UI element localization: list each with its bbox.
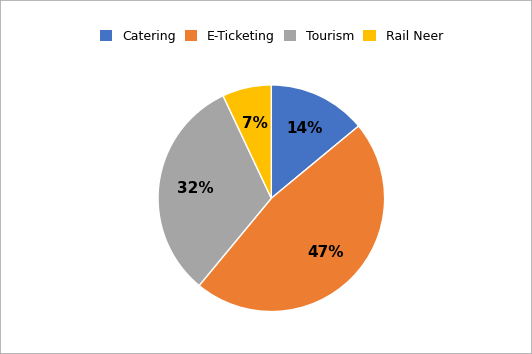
Text: 7%: 7%: [242, 115, 268, 131]
Wedge shape: [223, 85, 271, 198]
Text: 32%: 32%: [177, 181, 213, 196]
Legend: Catering, E-Ticketing, Tourism, Rail Neer: Catering, E-Ticketing, Tourism, Rail Nee…: [96, 26, 447, 47]
Wedge shape: [199, 126, 385, 312]
Text: 14%: 14%: [286, 121, 322, 136]
Wedge shape: [271, 85, 359, 198]
Wedge shape: [158, 96, 271, 286]
Text: 47%: 47%: [307, 245, 344, 260]
